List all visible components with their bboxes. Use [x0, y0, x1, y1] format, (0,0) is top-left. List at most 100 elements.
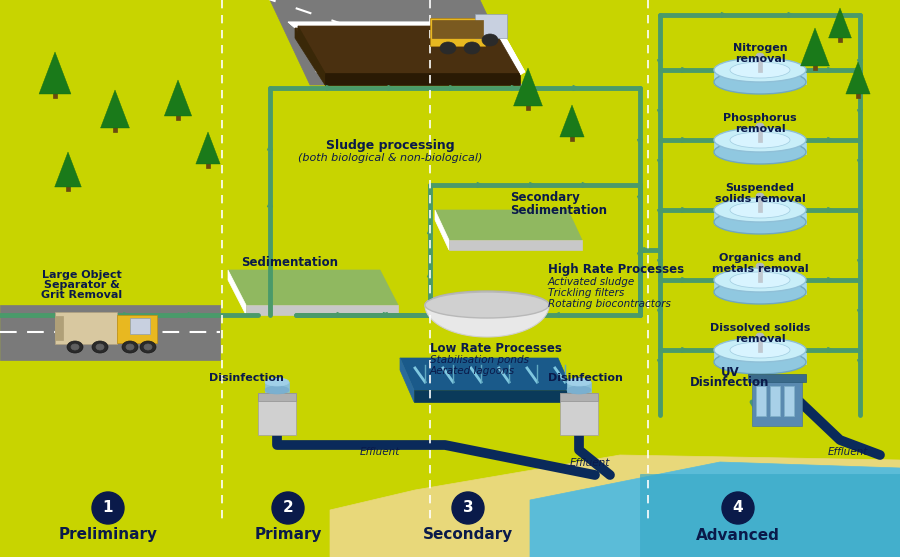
Bar [714, 140, 806, 154]
Text: Phosphorus: Phosphorus [724, 113, 796, 123]
Ellipse shape [756, 263, 764, 269]
Bar [770, 386, 780, 416]
Ellipse shape [714, 128, 806, 152]
Text: (both biological & non-biological): (both biological & non-biological) [298, 153, 482, 163]
Bar [55, 312, 117, 344]
Text: metals removal: metals removal [712, 264, 808, 274]
Bar [784, 386, 794, 416]
Bar [752, 378, 802, 426]
Ellipse shape [567, 378, 591, 386]
Bar [526, 102, 530, 110]
Text: Separator &: Separator & [44, 280, 120, 290]
Polygon shape [801, 28, 830, 66]
Bar [758, 336, 762, 352]
Ellipse shape [714, 70, 806, 94]
Polygon shape [0, 305, 220, 360]
Bar [758, 126, 762, 142]
Ellipse shape [567, 386, 591, 394]
Polygon shape [298, 26, 519, 73]
Polygon shape [846, 62, 870, 94]
Ellipse shape [144, 344, 152, 350]
Polygon shape [414, 390, 572, 402]
Text: removal: removal [734, 124, 786, 134]
Text: UV: UV [721, 365, 740, 379]
Ellipse shape [714, 280, 806, 304]
Bar [53, 90, 57, 98]
Text: removal: removal [734, 334, 786, 344]
Circle shape [452, 492, 484, 524]
Ellipse shape [482, 34, 498, 46]
Bar [258, 393, 296, 401]
Polygon shape [400, 358, 414, 402]
Text: Advanced: Advanced [696, 527, 780, 543]
Ellipse shape [425, 291, 549, 319]
Polygon shape [330, 455, 900, 557]
Text: Stabilisation ponds: Stabilisation ponds [430, 355, 529, 365]
Text: Effluent: Effluent [828, 447, 868, 457]
Ellipse shape [756, 123, 764, 129]
Text: 1: 1 [103, 501, 113, 515]
Polygon shape [640, 474, 900, 557]
Bar [758, 196, 762, 212]
Text: Activated sludge: Activated sludge [548, 277, 635, 287]
Polygon shape [325, 75, 520, 85]
Text: High Rate Processes: High Rate Processes [548, 263, 684, 276]
Circle shape [722, 492, 754, 524]
Bar [714, 280, 806, 294]
Ellipse shape [730, 62, 790, 78]
Bar [66, 183, 70, 191]
Polygon shape [514, 68, 543, 106]
Bar [714, 70, 806, 84]
Polygon shape [288, 22, 525, 72]
Text: Suspended: Suspended [725, 183, 795, 193]
Polygon shape [228, 270, 398, 305]
Bar [714, 350, 806, 364]
Ellipse shape [92, 341, 108, 353]
Polygon shape [530, 462, 900, 557]
Ellipse shape [67, 341, 83, 353]
Text: Secondary: Secondary [510, 192, 580, 204]
Ellipse shape [714, 338, 806, 362]
Circle shape [92, 492, 124, 524]
Bar [176, 112, 180, 120]
Text: Rotating biocontractors: Rotating biocontractors [548, 299, 670, 309]
Ellipse shape [714, 350, 806, 374]
Text: Aerated lagoons: Aerated lagoons [430, 366, 515, 376]
Ellipse shape [71, 344, 79, 350]
Polygon shape [55, 152, 81, 187]
Polygon shape [829, 8, 851, 38]
Bar [560, 393, 598, 401]
Ellipse shape [122, 341, 138, 353]
Text: Effluent: Effluent [360, 447, 400, 457]
Text: Organics and: Organics and [719, 253, 801, 263]
Bar [113, 124, 117, 132]
Polygon shape [560, 105, 584, 137]
Ellipse shape [126, 344, 134, 350]
Polygon shape [39, 52, 71, 94]
Text: 3: 3 [463, 501, 473, 515]
Bar [475, 14, 507, 38]
Text: solids removal: solids removal [715, 194, 806, 204]
Bar [758, 266, 762, 282]
Text: Sedimentation: Sedimentation [510, 203, 607, 217]
Text: Nitrogen: Nitrogen [733, 43, 788, 53]
Text: Preliminary: Preliminary [58, 527, 158, 543]
Bar [206, 160, 210, 168]
Ellipse shape [425, 292, 549, 318]
Ellipse shape [714, 210, 806, 234]
Text: 2: 2 [283, 501, 293, 515]
Ellipse shape [730, 132, 790, 148]
Polygon shape [435, 210, 582, 240]
Bar [756, 386, 766, 416]
Text: removal: removal [734, 54, 786, 64]
Text: Low Rate Processes: Low Rate Processes [430, 341, 562, 354]
Polygon shape [228, 270, 246, 315]
Ellipse shape [714, 268, 806, 292]
Ellipse shape [265, 386, 289, 394]
Ellipse shape [464, 42, 480, 54]
Polygon shape [400, 358, 572, 390]
Bar [430, 18, 485, 46]
Polygon shape [325, 73, 519, 83]
Polygon shape [101, 90, 130, 128]
Text: Primary: Primary [254, 527, 322, 543]
